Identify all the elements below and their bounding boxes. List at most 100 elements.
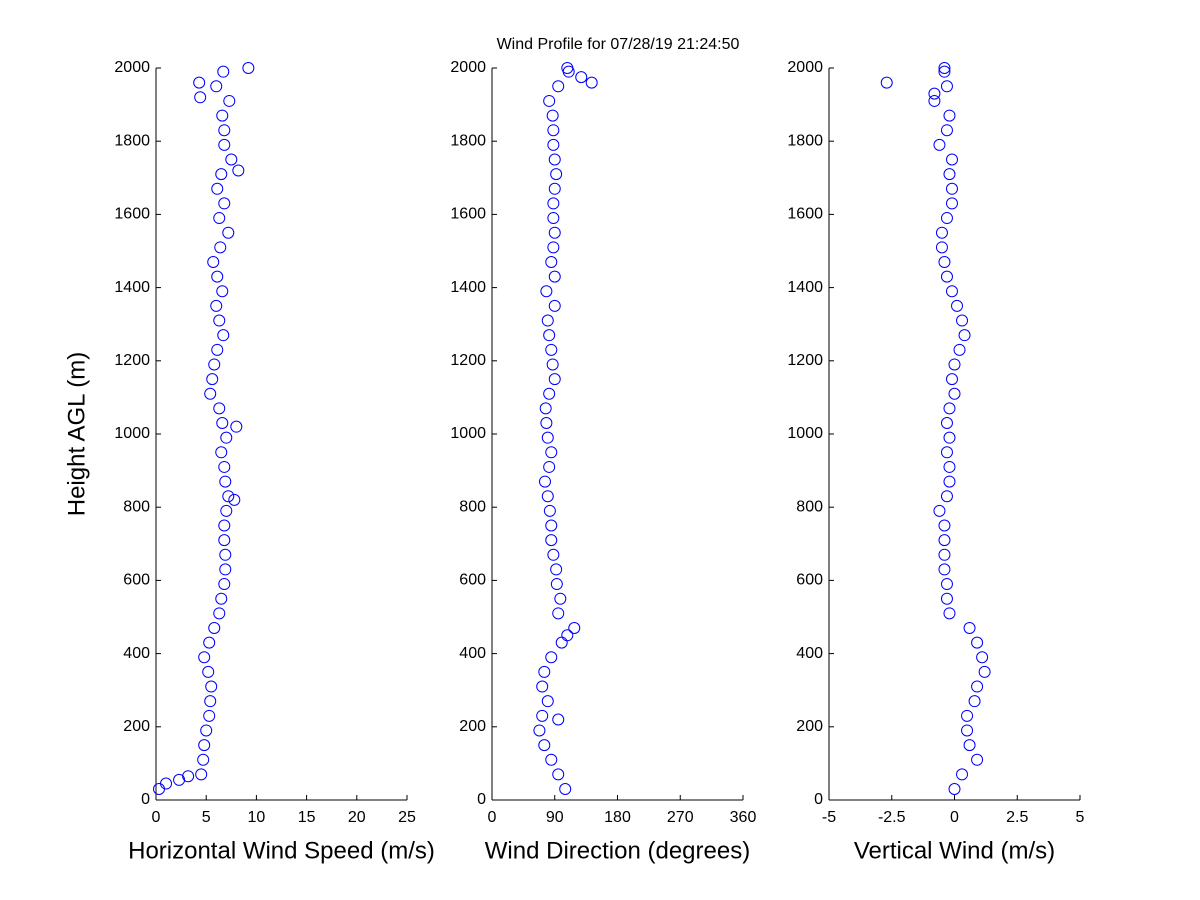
- scatter-point: [216, 109, 229, 122]
- scatter-point: [545, 753, 558, 766]
- scatter-point: [548, 373, 561, 386]
- scatter-point: [561, 629, 574, 642]
- scatter-point: [548, 270, 561, 283]
- scatter-point: [211, 270, 224, 283]
- x-tick-label: 270: [667, 809, 694, 826]
- scatter-point: [208, 358, 221, 371]
- x-tick-label: 0: [950, 809, 959, 826]
- scatter-point: [958, 329, 971, 342]
- y-tick-label: 400: [123, 645, 150, 662]
- scatter-point: [545, 519, 558, 532]
- y-tick-label: 1600: [450, 206, 486, 223]
- scatter-point: [543, 94, 556, 107]
- scatter-point: [222, 490, 235, 503]
- y-tick-label: 1000: [787, 425, 823, 442]
- scatter-point: [228, 493, 241, 506]
- scatter-point: [218, 460, 231, 473]
- y-tick-label: 2000: [114, 59, 150, 76]
- scatter-point: [218, 534, 231, 547]
- scatter-point: [213, 402, 226, 415]
- scatter-point: [940, 417, 953, 430]
- x-tick-label: 0: [488, 809, 497, 826]
- scatter-point: [933, 504, 946, 517]
- scatter-point: [204, 695, 217, 708]
- scatter-point: [978, 665, 991, 678]
- scatter-point: [217, 329, 230, 342]
- scatter-point: [543, 329, 556, 342]
- scatter-point: [220, 431, 233, 444]
- scatter-point: [963, 739, 976, 752]
- scatter-point: [203, 636, 216, 649]
- scatter-point: [543, 387, 556, 400]
- scatter-point: [541, 431, 554, 444]
- scatter-point: [547, 241, 560, 254]
- scatter-point: [193, 76, 206, 89]
- scatter-point: [938, 534, 951, 547]
- scatter-point: [214, 241, 227, 254]
- y-tick-label: 1400: [787, 279, 823, 296]
- scatter-point: [215, 446, 228, 459]
- scatter-point: [222, 226, 235, 239]
- scatter-point: [213, 314, 226, 327]
- scatter-point: [938, 255, 951, 268]
- scatter-point: [215, 168, 228, 181]
- scatter-point: [938, 548, 951, 561]
- scatter-point: [548, 299, 561, 312]
- y-tick-label: 200: [123, 718, 150, 735]
- scatter-point: [554, 592, 567, 605]
- scatter-point: [935, 241, 948, 254]
- scatter-point: [538, 739, 551, 752]
- scatter-point: [880, 76, 893, 89]
- scatter-point: [538, 665, 551, 678]
- scatter-point: [545, 534, 558, 547]
- scatter-point: [533, 724, 546, 737]
- y-tick-label: 1600: [787, 206, 823, 223]
- scatter-point: [940, 270, 953, 283]
- scatter-point: [948, 783, 961, 796]
- scatter-point: [242, 62, 255, 74]
- scatter-point: [548, 153, 561, 166]
- scatter-point: [938, 519, 951, 532]
- y-tick-label: 1200: [787, 352, 823, 369]
- scatter-point: [541, 695, 554, 708]
- scatter-point: [961, 709, 974, 722]
- scatter-point: [547, 212, 560, 225]
- scatter-point: [971, 636, 984, 649]
- y-tick-label: 1000: [114, 425, 150, 442]
- x-tick-label: 360: [730, 809, 757, 826]
- chart-title: Wind Profile for 07/28/19 21:24:50: [497, 36, 740, 53]
- scatter-point: [956, 768, 969, 781]
- scatter-point: [216, 417, 229, 430]
- scatter-point: [948, 387, 961, 400]
- scatter-point: [204, 387, 217, 400]
- scatter-point: [548, 226, 561, 239]
- scatter-point: [943, 168, 956, 181]
- y-tick-label: 200: [459, 718, 486, 735]
- y-tick-label: 1600: [114, 206, 150, 223]
- scatter-point: [945, 197, 958, 210]
- x-tick-label: 10: [248, 809, 266, 826]
- scatter-point: [940, 212, 953, 225]
- scatter-point: [945, 153, 958, 166]
- y-tick-label: 400: [796, 645, 823, 662]
- scatter-point: [552, 768, 565, 781]
- scatter-point: [552, 713, 565, 726]
- x-tick-label: 90: [546, 809, 564, 826]
- scatter-point: [953, 343, 966, 356]
- scatter-point: [194, 91, 207, 104]
- scatter-point: [218, 197, 231, 210]
- scatter-point: [550, 168, 563, 181]
- scatter-point: [213, 212, 226, 225]
- scatter-point: [217, 65, 230, 78]
- scatter-point: [543, 504, 556, 517]
- scatter-point: [210, 299, 223, 312]
- y-tick-label: 1800: [787, 132, 823, 149]
- scatter-point: [547, 197, 560, 210]
- scatter-point: [940, 80, 953, 93]
- scatter-point: [160, 777, 173, 790]
- y-tick-label: 0: [141, 791, 150, 808]
- scatter-point: [219, 548, 232, 561]
- scatter-point: [195, 768, 208, 781]
- x-tick-label: 15: [298, 809, 316, 826]
- scatter-point: [550, 578, 563, 591]
